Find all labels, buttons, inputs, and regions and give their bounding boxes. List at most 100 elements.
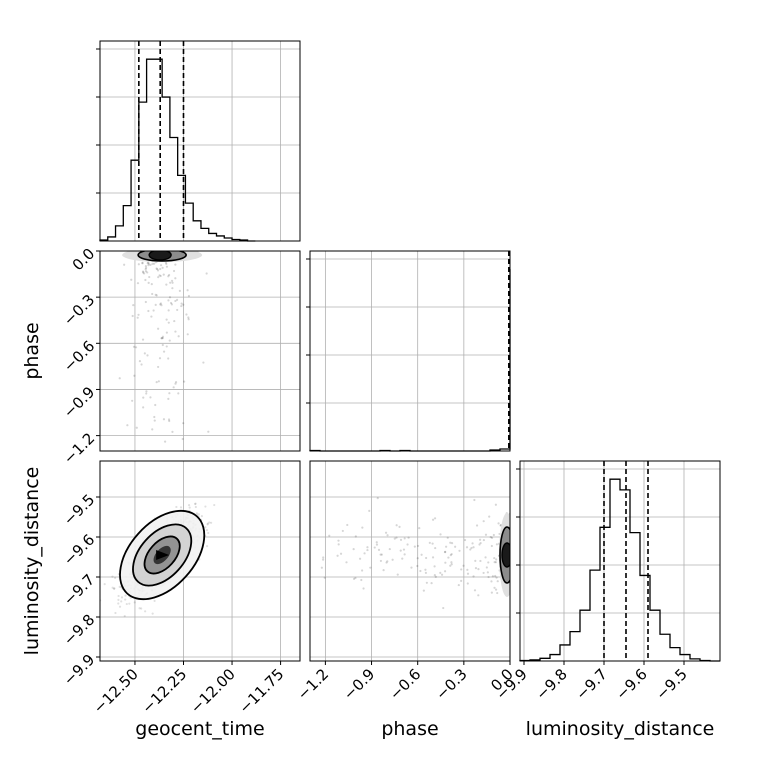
- sample-point: [205, 272, 208, 275]
- sample-point: [466, 572, 470, 575]
- sample-point: [175, 505, 178, 509]
- y-axis-label-phase: phase: [21, 322, 43, 379]
- sample-point: [156, 267, 159, 271]
- sample-point: [165, 265, 169, 268]
- sample-point: [489, 536, 492, 539]
- sample-point: [449, 541, 452, 544]
- sample-point: [146, 354, 149, 357]
- sample-point: [114, 576, 117, 580]
- sample-point: [160, 337, 163, 340]
- sample-point: [112, 587, 116, 590]
- sample-point: [416, 557, 419, 560]
- sample-point: [460, 568, 463, 571]
- sample-point: [380, 553, 383, 556]
- sample-point: [141, 270, 145, 273]
- sample-point: [144, 278, 147, 282]
- sample-point: [174, 277, 177, 280]
- sample-point: [431, 542, 434, 545]
- y-tick-label: −9.7: [60, 571, 98, 609]
- sample-point: [170, 303, 174, 306]
- sample-point: [151, 292, 154, 296]
- sample-point: [147, 264, 150, 267]
- sample-point: [496, 591, 499, 595]
- sample-point: [147, 281, 150, 284]
- panel-border: [99, 40, 301, 242]
- sample-point: [205, 545, 209, 548]
- sample-point: [487, 561, 490, 564]
- sample-point: [148, 275, 151, 279]
- sample-point: [375, 541, 378, 544]
- sample-point: [388, 547, 391, 551]
- sample-point: [450, 563, 453, 566]
- sample-point: [111, 575, 114, 578]
- sample-point: [360, 578, 363, 582]
- sample-point: [144, 265, 147, 268]
- sample-point: [386, 560, 389, 563]
- sample-point: [395, 524, 398, 527]
- sample-point: [328, 534, 331, 537]
- sample-point: [197, 513, 200, 516]
- sample-point: [168, 339, 171, 342]
- sample-point: [134, 346, 138, 349]
- sample-point: [485, 566, 488, 569]
- y-axis-label-luminosity_distance: luminosity_distance: [21, 467, 43, 656]
- sample-point: [428, 541, 431, 544]
- sample-point: [373, 546, 376, 549]
- panel-border: [309, 250, 511, 452]
- sample-point: [145, 390, 148, 393]
- sample-point: [143, 352, 146, 355]
- sample-point: [155, 381, 158, 384]
- sample-point: [157, 276, 160, 279]
- sample-point: [141, 262, 144, 265]
- sample-point: [182, 303, 185, 306]
- sample-point: [180, 302, 183, 305]
- sample-point: [207, 430, 210, 433]
- sample-point: [160, 337, 164, 340]
- sample-point: [149, 263, 152, 266]
- sample-point: [445, 545, 448, 548]
- hist-panel-luminosity_distance: [516, 460, 721, 665]
- y-tick-label: −0.6: [60, 337, 98, 375]
- sample-point: [138, 607, 141, 610]
- histogram-step-geocent_time: [99, 58, 256, 242]
- sample-point: [143, 272, 146, 275]
- x-axis-label-luminosity_distance: luminosity_distance: [526, 718, 715, 740]
- sample-point: [366, 546, 369, 549]
- sample-point: [167, 357, 170, 360]
- sample-point: [440, 573, 444, 576]
- panel-background: [310, 251, 510, 451]
- sample-point: [141, 261, 144, 264]
- y-tick-label: −9.9: [60, 651, 98, 689]
- sample-point: [473, 589, 477, 592]
- sample-point: [399, 549, 402, 552]
- sample-point: [171, 281, 174, 284]
- sample-point: [439, 533, 442, 536]
- sample-point: [153, 419, 156, 422]
- sample-point: [384, 531, 388, 534]
- y-tick-label: −9.6: [60, 531, 98, 569]
- sample-point: [424, 568, 427, 571]
- sample-point: [434, 575, 437, 578]
- sample-point: [136, 316, 139, 319]
- sample-point: [406, 543, 409, 546]
- sample-point: [207, 531, 210, 535]
- sample-point: [167, 418, 171, 421]
- sample-point: [385, 561, 388, 564]
- sample-point: [454, 545, 457, 548]
- sample-point: [379, 559, 383, 563]
- sample-point: [363, 552, 366, 555]
- sample-point: [144, 300, 147, 304]
- sample-point: [482, 538, 485, 542]
- sample-point: [162, 418, 166, 421]
- sample-point: [113, 587, 116, 590]
- sample-point: [494, 588, 498, 591]
- sample-point: [431, 556, 435, 559]
- sample-point: [155, 294, 158, 297]
- panel-background: [100, 251, 300, 451]
- sample-point: [103, 583, 106, 586]
- sample-point: [123, 614, 126, 618]
- sample-point: [117, 602, 120, 605]
- sample-point: [195, 512, 198, 515]
- sample-point: [144, 268, 147, 271]
